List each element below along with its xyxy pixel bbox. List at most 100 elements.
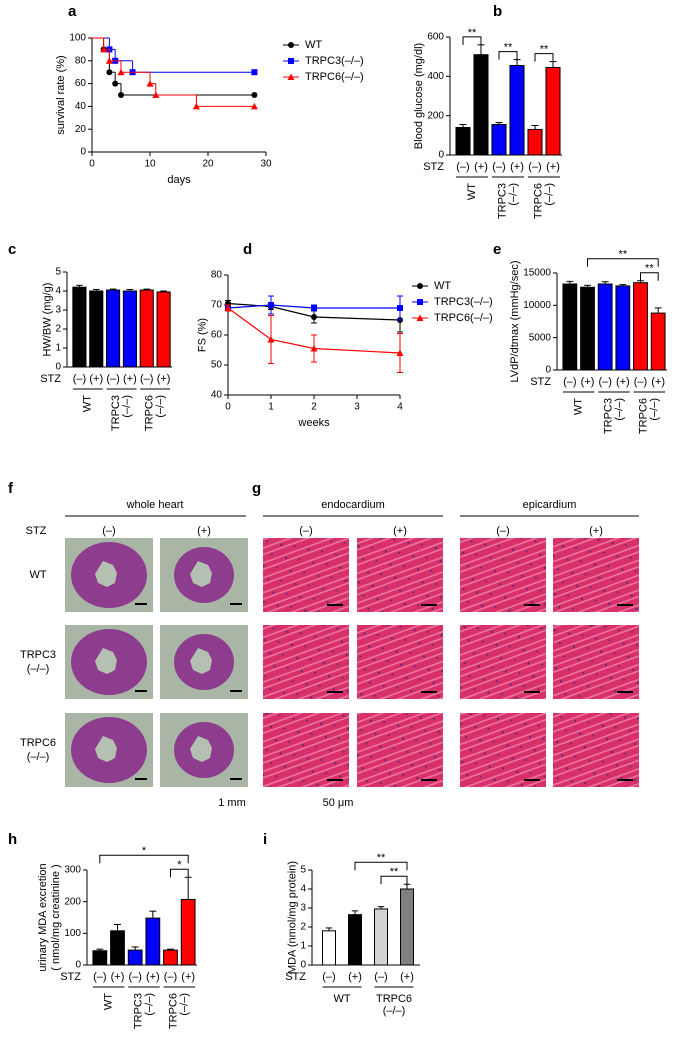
panel-title: whole heart — [126, 499, 184, 511]
significance-bracket — [534, 53, 554, 62]
category-label: (+) — [181, 971, 195, 983]
panel-label: i — [263, 831, 267, 848]
marker — [288, 42, 294, 48]
category-label: (–) — [634, 376, 647, 388]
x-tick-label: 0 — [225, 402, 231, 413]
bar — [145, 917, 161, 966]
group-label: WT — [82, 395, 94, 412]
category-label: (+) — [616, 376, 630, 388]
group-label: (–/–) — [613, 398, 625, 421]
marker — [224, 304, 232, 311]
row-label: STZ — [40, 373, 61, 385]
column-label: (–) — [102, 525, 115, 537]
category-label: (–) — [322, 971, 335, 983]
significance-label: ** — [645, 263, 654, 275]
y-tick-label: 2 — [55, 324, 61, 335]
group-label: WT — [103, 993, 115, 1010]
row-label: STZ — [60, 971, 81, 983]
group-label: TRPC6 — [144, 395, 156, 431]
marker — [251, 92, 258, 98]
significance-label: * — [142, 845, 147, 857]
y-tick-label: 5 — [300, 865, 306, 876]
histology-image — [263, 625, 349, 699]
significance-bracket — [99, 854, 189, 864]
column-label: (+) — [393, 525, 407, 537]
category-label: (+) — [546, 161, 560, 173]
bar — [615, 285, 631, 371]
column-label: (–) — [299, 525, 312, 537]
group-label: WT — [333, 993, 350, 1005]
panel-label: e — [493, 241, 501, 258]
bar — [545, 66, 561, 156]
y-tick-label: 300 — [64, 865, 81, 876]
row-label: (–/–) — [27, 751, 50, 763]
significance-label: * — [177, 859, 182, 871]
histology-image — [357, 625, 443, 699]
category-label: (+) — [474, 161, 488, 173]
y-tick-label: 60 — [75, 78, 87, 89]
category-label: (–) — [492, 161, 505, 173]
group-label: (–/–) — [179, 993, 191, 1016]
y-axis-label: survival rate (%) — [55, 55, 67, 134]
heart-lumen — [190, 561, 212, 587]
group-label: TRPC6 — [376, 993, 412, 1005]
y-axis-label: Blood glucose (mg/dl) — [413, 43, 425, 149]
y-axis-label: FS (%) — [197, 318, 209, 352]
marker — [251, 69, 258, 76]
histology-image — [553, 713, 639, 787]
y-tick-label: 60 — [211, 330, 223, 341]
marker — [417, 299, 423, 305]
legend-label: WT — [305, 39, 322, 51]
histology-image — [357, 713, 443, 787]
x-tick-label: 4 — [397, 402, 403, 413]
category-label: (+) — [510, 161, 524, 173]
x-tick-label: 2 — [311, 402, 317, 413]
y-tick-label: 200 — [427, 110, 444, 121]
category-label: (+) — [651, 376, 665, 388]
y-tick-label: 600 — [427, 32, 444, 43]
group-label: TRPC3 — [132, 993, 144, 1029]
category-label: (+) — [157, 373, 171, 385]
bar — [89, 290, 104, 368]
bar — [180, 898, 196, 966]
y-tick-label: 3 — [55, 305, 61, 316]
group-label: WT — [573, 398, 585, 415]
x-tick-label: 0 — [89, 159, 95, 170]
bar — [527, 128, 543, 156]
category-label: (–) — [528, 161, 541, 173]
marker — [267, 336, 275, 343]
significance-bracket — [380, 875, 408, 885]
histology-image — [460, 713, 546, 787]
group-label: TRPC3 — [110, 395, 122, 431]
y-tick-label: 200 — [64, 896, 81, 907]
y-tick-label: 4 — [55, 286, 61, 297]
x-tick-label: 1 — [268, 402, 274, 413]
y-tick-label: 2 — [300, 922, 306, 933]
y-tick-label: 0 — [438, 150, 444, 161]
bar — [322, 930, 336, 966]
bar — [92, 950, 108, 966]
legend-label: TRPC3(–/–) — [434, 296, 493, 308]
category-label: (–) — [456, 161, 469, 173]
heart-lumen — [95, 648, 117, 674]
significance-bracket — [587, 258, 659, 267]
marker — [117, 68, 125, 76]
significance-label: ** — [540, 43, 549, 55]
x-axis-label: days — [167, 174, 191, 186]
significance-bracket — [640, 272, 659, 281]
group-label: (–/–) — [649, 398, 661, 421]
significance-bracket — [170, 868, 189, 878]
marker — [106, 69, 113, 76]
panel-label: b — [493, 3, 502, 20]
y-axis-label: ( nmol/mg creatinine ) — [50, 864, 62, 970]
category-label: (+) — [123, 373, 137, 385]
y-axis-label: LVdP/dtmax (mmHg/sec) — [509, 260, 521, 382]
histology-image — [263, 713, 349, 787]
histology-image — [263, 538, 349, 612]
bar — [633, 282, 648, 371]
y-tick-label: 0 — [75, 960, 81, 971]
bar — [400, 888, 414, 966]
category-label: (–) — [164, 971, 177, 983]
y-tick-label: 1 — [300, 941, 306, 952]
y-tick-label: 0 — [300, 960, 306, 971]
